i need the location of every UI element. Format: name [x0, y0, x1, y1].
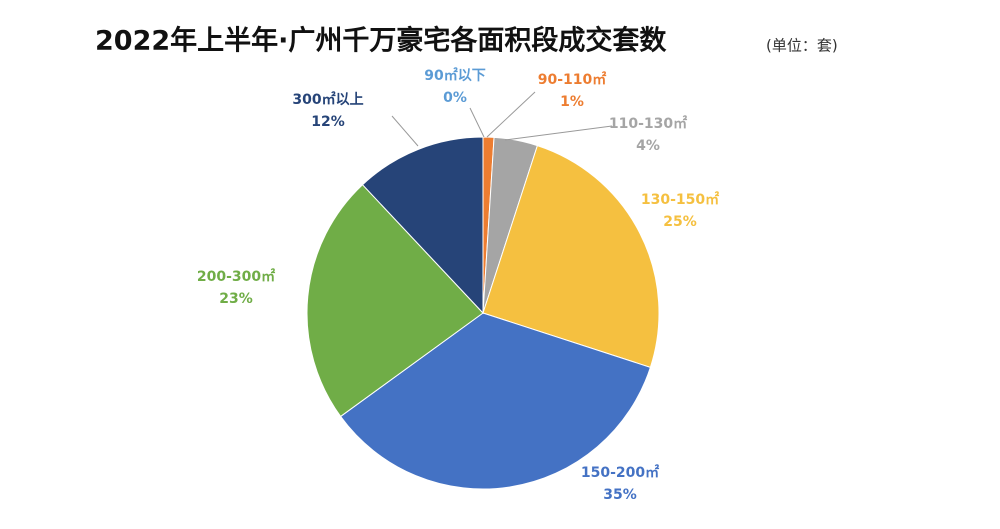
value-label: 1% [560, 94, 584, 110]
chart-unit: (单位：套) [766, 37, 838, 55]
slice-label: 110-130㎡ [609, 115, 687, 132]
leader-line [391, 115, 419, 147]
slice-label: 300㎡以上 [292, 91, 363, 108]
leader-line [504, 125, 613, 141]
leader-line [486, 91, 536, 138]
value-label: 25% [663, 214, 697, 230]
value-label: 0% [443, 90, 467, 106]
slice-label: 150-200㎡ [581, 464, 659, 481]
slice-label: 90㎡以下 [424, 67, 485, 84]
value-label: 23% [219, 291, 253, 307]
leader-line [469, 107, 485, 138]
slice-label: 90-110㎡ [538, 71, 607, 88]
pie-slice [306, 183, 484, 418]
value-label: 4% [636, 138, 660, 154]
slice-label: 130-150㎡ [641, 191, 719, 208]
chart-title: 2022年上半年·广州千万豪宅各面积段成交套数 [95, 25, 667, 57]
slice-label: 200-300㎡ [197, 268, 275, 285]
pie-slice [339, 312, 652, 490]
value-label: 12% [311, 114, 345, 130]
value-label: 35% [603, 487, 637, 503]
pie-slice [361, 136, 484, 315]
pie-slice [482, 144, 660, 369]
